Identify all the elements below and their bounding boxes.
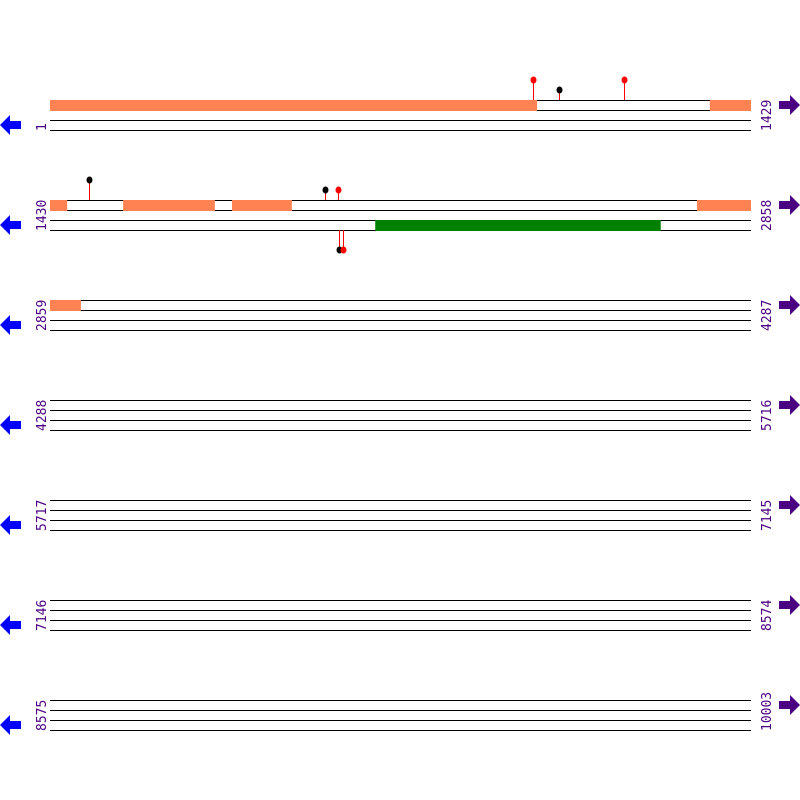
red-marker-head [530,76,537,84]
row-start-label: 1 [35,123,50,131]
top-strand-feature [697,200,751,211]
arrow-right-icon [779,495,800,515]
red-marker-head [621,76,628,84]
row-end-label: 10003 [760,692,775,731]
row-start-label: 2859 [35,300,50,331]
arrow-left-icon [0,715,21,735]
arrow-right-icon [779,295,800,315]
row-start-label: 5717 [35,500,50,531]
top-strand-feature [50,100,538,111]
red-marker-head [340,246,347,254]
top-strand-feature [50,200,68,211]
arrow-left-icon [0,315,21,335]
row-start-label: 4288 [35,400,50,431]
arrow-right-icon [779,95,800,115]
top-strand-feature [123,200,215,211]
top-strand-feature [50,300,81,311]
arrow-left-icon [0,515,21,535]
top-strand-feature [231,200,292,211]
black-marker-head [556,86,563,94]
arrow-right-icon [779,595,800,615]
row-end-label: 4287 [760,300,775,331]
row-end-label: 1429 [760,100,775,131]
arrow-left-icon [0,215,21,235]
row-start-label: 1430 [35,200,50,231]
arrow-left-icon [0,415,21,435]
row-start-label: 8575 [35,700,50,731]
row-end-label: 7145 [760,500,775,531]
bottom-strand-feature [375,220,661,231]
arrow-left-icon [0,115,21,135]
black-marker-head [86,176,93,184]
row-end-label: 5716 [760,400,775,431]
top-strand-feature [709,100,751,111]
row-end-label: 8574 [760,600,775,631]
black-marker-head [322,186,329,194]
row-start-label: 7146 [35,600,50,631]
arrow-right-icon [779,195,800,215]
arrow-right-icon [779,395,800,415]
red-marker-head [335,186,342,194]
arrow-left-icon [0,615,21,635]
arrow-right-icon [779,695,800,715]
row-end-label: 2858 [760,200,775,231]
